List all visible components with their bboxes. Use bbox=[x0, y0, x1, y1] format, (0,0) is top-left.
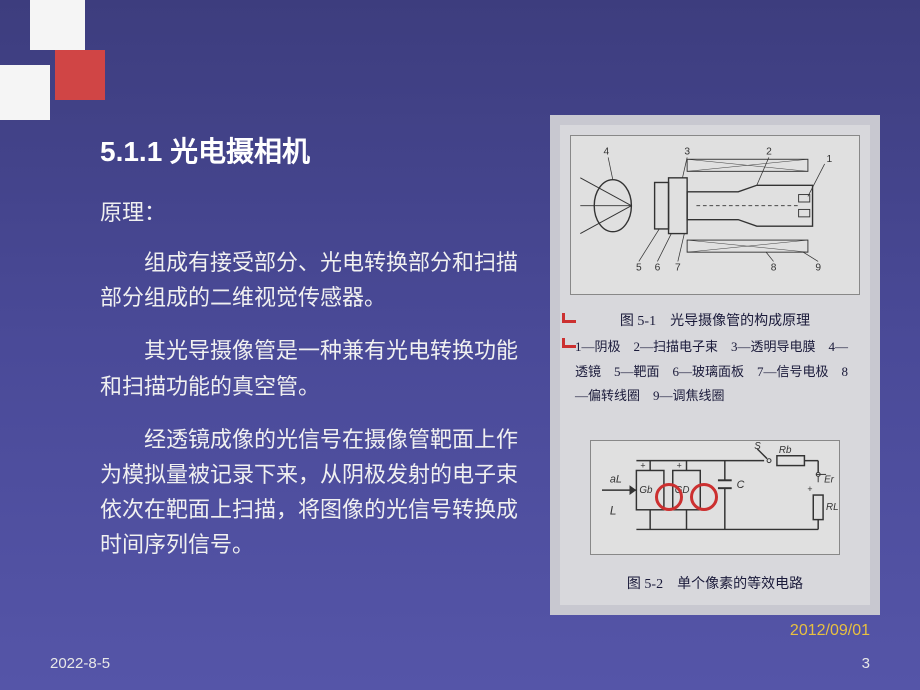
paragraph-2: 其光导摄像管是一种兼有光电转换功能和扫描功能的真空管。 bbox=[100, 333, 530, 403]
slide-decoration bbox=[0, 0, 920, 50]
footer-date: 2022-8-5 bbox=[50, 655, 110, 672]
svg-text:3: 3 bbox=[684, 147, 690, 158]
svg-text:+: + bbox=[640, 461, 645, 471]
svg-text:S: S bbox=[754, 441, 761, 452]
svg-text:9: 9 bbox=[815, 263, 821, 274]
figure-area: 4 3 2 1 5 6 7 8 9 图 5-1 光导摄像管的构成原 bbox=[550, 115, 880, 615]
figure-5-2-caption: 图 5-2 单个像素的等效电路 bbox=[570, 573, 860, 593]
svg-text:L: L bbox=[610, 505, 617, 518]
svg-text:1: 1 bbox=[826, 154, 832, 165]
svg-text:+: + bbox=[677, 461, 682, 471]
figure-5-1-diagram: 4 3 2 1 5 6 7 8 9 bbox=[570, 135, 860, 295]
svg-text:2: 2 bbox=[766, 147, 772, 158]
deco-square-white-1 bbox=[30, 0, 85, 50]
figure-5-1-caption: 图 5-1 光导摄像管的构成原理 bbox=[570, 310, 860, 330]
svg-text:RL: RL bbox=[826, 502, 839, 513]
annotation-mark-2 bbox=[562, 338, 576, 348]
svg-text:5: 5 bbox=[636, 263, 642, 274]
subtitle: 原理： bbox=[100, 195, 530, 227]
annotation-circle-1 bbox=[655, 483, 683, 511]
svg-text:6: 6 bbox=[655, 263, 661, 274]
svg-text:8: 8 bbox=[771, 263, 777, 274]
section-title: 5.1.1 光电摄相机 bbox=[100, 130, 530, 170]
svg-text:Rb: Rb bbox=[779, 445, 792, 456]
svg-text:7: 7 bbox=[675, 263, 681, 274]
paragraph-3: 经透镜成像的光信号在摄像管靶面上作为模拟量被记录下来，从阴极发射的电子束依次在靶… bbox=[100, 422, 530, 563]
page-number: 3 bbox=[862, 655, 870, 672]
svg-text:aL: aL bbox=[610, 473, 622, 485]
figure-5-1-legend: 1—阴极 2—扫描电子束 3—透明导电膜 4—透镜 5—靶面 6—玻璃面板 7—… bbox=[575, 335, 855, 409]
svg-text:4: 4 bbox=[604, 147, 610, 158]
deco-square-white-2 bbox=[0, 65, 50, 120]
figure-image: 4 3 2 1 5 6 7 8 9 图 5-1 光导摄像管的构成原 bbox=[560, 125, 870, 605]
deco-square-red bbox=[55, 50, 105, 100]
tube-diagram-svg: 4 3 2 1 5 6 7 8 9 bbox=[571, 136, 859, 294]
photo-timestamp: 2012/09/01 bbox=[790, 622, 870, 640]
svg-text:Er: Er bbox=[824, 474, 835, 485]
annotation-circle-2 bbox=[690, 483, 718, 511]
svg-text:+: + bbox=[807, 484, 812, 494]
svg-text:C: C bbox=[737, 479, 745, 491]
slide-content: 5.1.1 光电摄相机 原理： 组成有接受部分、光电转换部分和扫描部分组成的二维… bbox=[100, 130, 530, 581]
paragraph-1: 组成有接受部分、光电转换部分和扫描部分组成的二维视觉传感器。 bbox=[100, 245, 530, 315]
svg-text:Gb: Gb bbox=[639, 485, 653, 496]
